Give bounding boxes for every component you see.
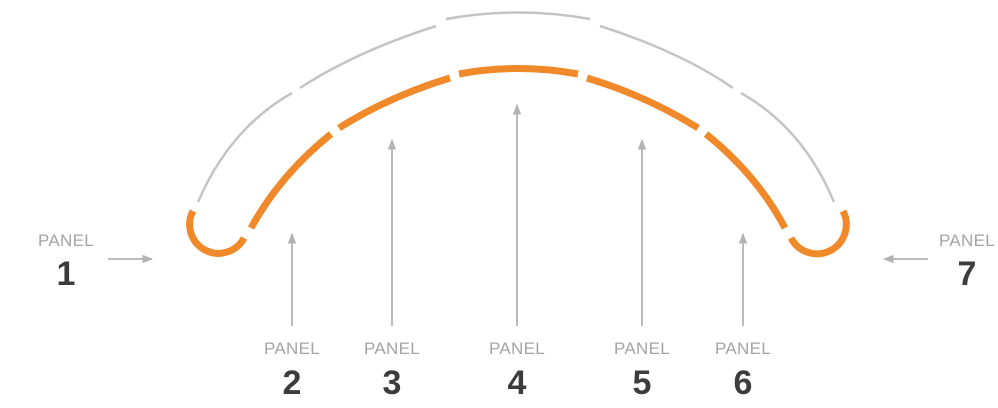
panel-segment-7 <box>787 209 850 258</box>
panel-curve <box>186 65 850 258</box>
panel-7-caption: PANEL <box>939 231 995 250</box>
panel-segment-4 <box>458 65 579 78</box>
panel-3-number: 3 <box>383 364 402 402</box>
panel-5-caption: PANEL <box>614 339 670 358</box>
panel-2-number: 2 <box>283 364 302 402</box>
panel-1-number: 1 <box>57 255 76 293</box>
panel-segment-5 <box>585 74 700 131</box>
panel-4-number: 4 <box>508 364 527 402</box>
panel-3-caption: PANEL <box>364 339 420 358</box>
panel-segment-2 <box>247 131 334 230</box>
outer-arc-segment-2 <box>299 24 437 90</box>
panel-segment-6 <box>703 131 789 230</box>
panel-6-number: 6 <box>734 364 753 402</box>
outer-arc-segment-1 <box>196 91 293 203</box>
outer-arc <box>196 11 836 203</box>
outer-arc-segment-5 <box>740 91 836 203</box>
panel-5-number: 5 <box>633 364 652 402</box>
panel-labels: PANEL 1 PANEL 2 PANEL 3 PANEL 4 PANEL 5 … <box>38 231 995 402</box>
panel-6-caption: PANEL <box>715 339 771 358</box>
panel-2-caption: PANEL <box>264 339 320 358</box>
panel-segment-1 <box>186 209 248 257</box>
panel-segment-3 <box>337 74 452 131</box>
arrows <box>108 103 928 326</box>
panel-7-number: 7 <box>958 255 977 293</box>
outer-arc-segment-4 <box>599 24 734 90</box>
outer-arc-segment-3 <box>445 11 591 21</box>
panel-1-caption: PANEL <box>38 231 94 250</box>
panel-4-caption: PANEL <box>489 339 545 358</box>
